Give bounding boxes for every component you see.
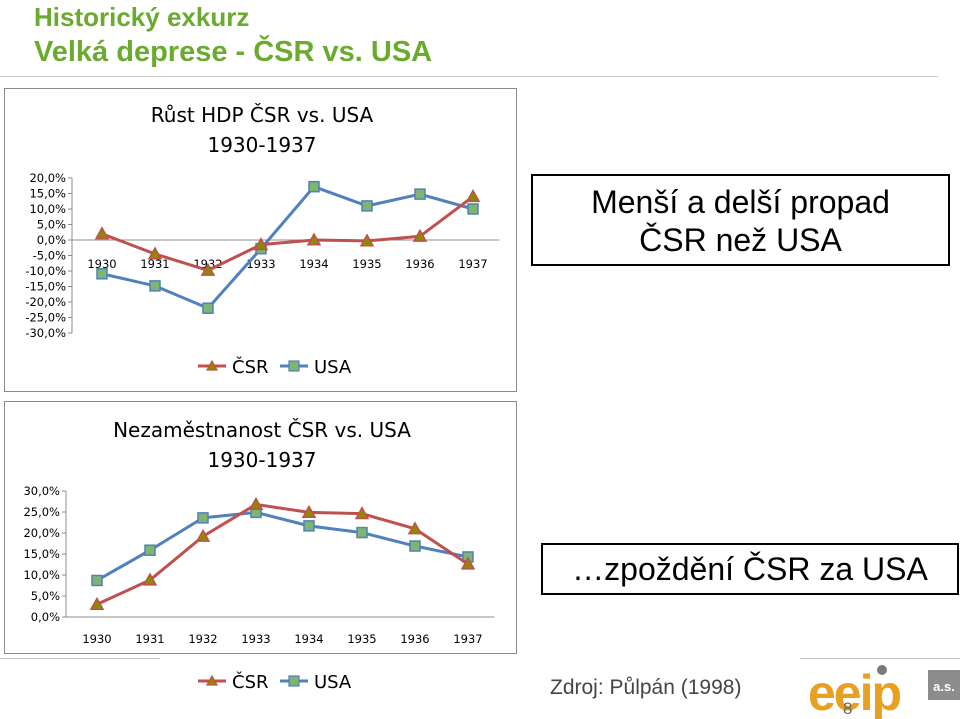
legend-usa-marker xyxy=(288,360,300,372)
y-tick-label: 15,0% xyxy=(29,187,66,201)
usa-point xyxy=(144,544,156,556)
usa-point xyxy=(96,268,108,280)
gdp-growth-chart-plot: Růst HDP ČSR vs. USA 1930-1937 20,0% 15,0… xyxy=(25,103,500,378)
csr-point xyxy=(200,262,216,276)
slide-title-line1: Historický exkurz xyxy=(34,2,250,32)
usa-point xyxy=(308,180,320,193)
logo-badge xyxy=(928,670,960,700)
slide-title-line2: Velká deprese - ČSR vs. USA xyxy=(34,36,433,68)
y-tick-label: 25,0% xyxy=(23,505,60,519)
callout-gdp-note: Menší a delší propad ČSR než USA xyxy=(531,174,950,266)
csr-point xyxy=(465,189,481,203)
footer-divider-left xyxy=(0,658,160,659)
csr-point xyxy=(359,233,375,247)
x-tick-label: 1931 xyxy=(135,632,164,646)
x-tick-label: 1933 xyxy=(241,632,270,646)
csr-point xyxy=(412,228,428,242)
legend-usa-label: USA xyxy=(314,357,352,378)
x-tick-label: 1934 xyxy=(299,257,328,271)
csr-point xyxy=(407,521,423,535)
csr-point xyxy=(301,504,317,518)
csr-point xyxy=(306,232,322,246)
legend-usa-marker xyxy=(288,675,300,687)
chart1-title: Růst HDP ČSR vs. USA xyxy=(151,103,374,127)
legend-csr-label: ČSR xyxy=(232,356,269,378)
eeip-logo: eeip a.s. xyxy=(808,665,960,719)
csr-series-line xyxy=(96,502,469,606)
csr-point xyxy=(94,226,110,240)
source-citation: Zdroj: Půlpán (1998) xyxy=(550,676,742,699)
csr-point xyxy=(89,596,105,610)
page-number: 8 xyxy=(843,699,853,718)
legend-csr-marker xyxy=(205,674,219,686)
x-tick-label: 1934 xyxy=(294,632,323,646)
unemployment-chart[interactable] xyxy=(4,401,517,654)
y-tick-label: 30,0% xyxy=(23,484,60,498)
legend-usa-label: USA xyxy=(314,672,352,693)
y-tick-label: 10,0% xyxy=(23,568,60,582)
logo-dot xyxy=(877,665,887,675)
usa-point xyxy=(202,302,214,314)
usa-point xyxy=(303,520,315,532)
y-tick-label: -10,0% xyxy=(25,264,66,278)
y-tick-label: 10,0% xyxy=(29,202,66,216)
x-tick-label: 1936 xyxy=(400,632,429,646)
logo-suffix: a.s. xyxy=(933,679,955,694)
title-divider xyxy=(0,76,938,77)
x-tick-label: 1931 xyxy=(140,257,169,271)
csr-point xyxy=(142,572,158,586)
unemployment-chart-plot: Nezaměstnanost ČSR vs. USA 1930-1937 30,… xyxy=(23,418,495,693)
callout-delay-note: …zpoždění ČSR za USA xyxy=(541,543,959,595)
usa-point xyxy=(197,512,209,524)
csr-series-line xyxy=(101,195,474,272)
y-tick-label: -20,0% xyxy=(25,295,66,309)
y-tick-label: 15,0% xyxy=(23,547,60,561)
x-tick-label: 1935 xyxy=(347,632,376,646)
usa-point xyxy=(91,574,103,587)
usa-point xyxy=(414,188,426,200)
callout-gdp-line1: Menší a delší propad xyxy=(591,184,890,220)
footer-divider-right xyxy=(800,658,960,659)
y-tick-label: -15,0% xyxy=(25,280,66,294)
y-tick-label: -30,0% xyxy=(25,326,66,340)
x-tick-label: 1937 xyxy=(458,257,487,271)
logo-wordmark: eeip xyxy=(808,665,901,719)
x-tick-label: 1937 xyxy=(453,632,482,646)
x-tick-label: 1933 xyxy=(246,257,275,271)
csr-point xyxy=(147,246,163,260)
chart2-title: Nezaměstnanost ČSR vs. USA xyxy=(113,418,411,442)
csr-point xyxy=(354,506,370,520)
csr-point xyxy=(248,496,264,510)
csr-point xyxy=(195,528,211,542)
usa-point xyxy=(467,203,479,215)
x-tick-label: 1930 xyxy=(87,257,116,271)
legend-csr-label: ČSR xyxy=(232,671,269,693)
usa-series-line xyxy=(101,184,474,310)
y-tick-label: 5,0% xyxy=(37,218,66,232)
x-tick-label: 1935 xyxy=(352,257,381,271)
usa-series-line xyxy=(96,510,469,582)
csr-point xyxy=(460,556,476,570)
y-tick-label: 20,0% xyxy=(23,526,60,540)
legend-csr-marker xyxy=(205,359,219,371)
y-tick-label: 20,0% xyxy=(29,171,66,185)
usa-point xyxy=(409,540,421,552)
y-tick-label: 0,0% xyxy=(37,233,66,247)
callout-gdp-line2: ČSR než USA xyxy=(639,222,842,258)
y-tick-label: -25,0% xyxy=(25,311,66,325)
y-tick-label: 0,0% xyxy=(31,610,60,624)
csr-point xyxy=(253,237,269,251)
usa-point xyxy=(356,526,368,539)
usa-point xyxy=(149,280,161,292)
usa-point xyxy=(361,200,373,212)
x-tick-label: 1930 xyxy=(82,632,111,646)
y-tick-label: 5,0% xyxy=(31,589,60,603)
chart1-subtitle: 1930-1937 xyxy=(207,133,316,157)
y-tick-label: -5,0% xyxy=(33,249,66,263)
x-tick-label: 1932 xyxy=(188,632,217,646)
x-tick-label: 1936 xyxy=(405,257,434,271)
chart2-subtitle: 1930-1937 xyxy=(207,448,316,472)
